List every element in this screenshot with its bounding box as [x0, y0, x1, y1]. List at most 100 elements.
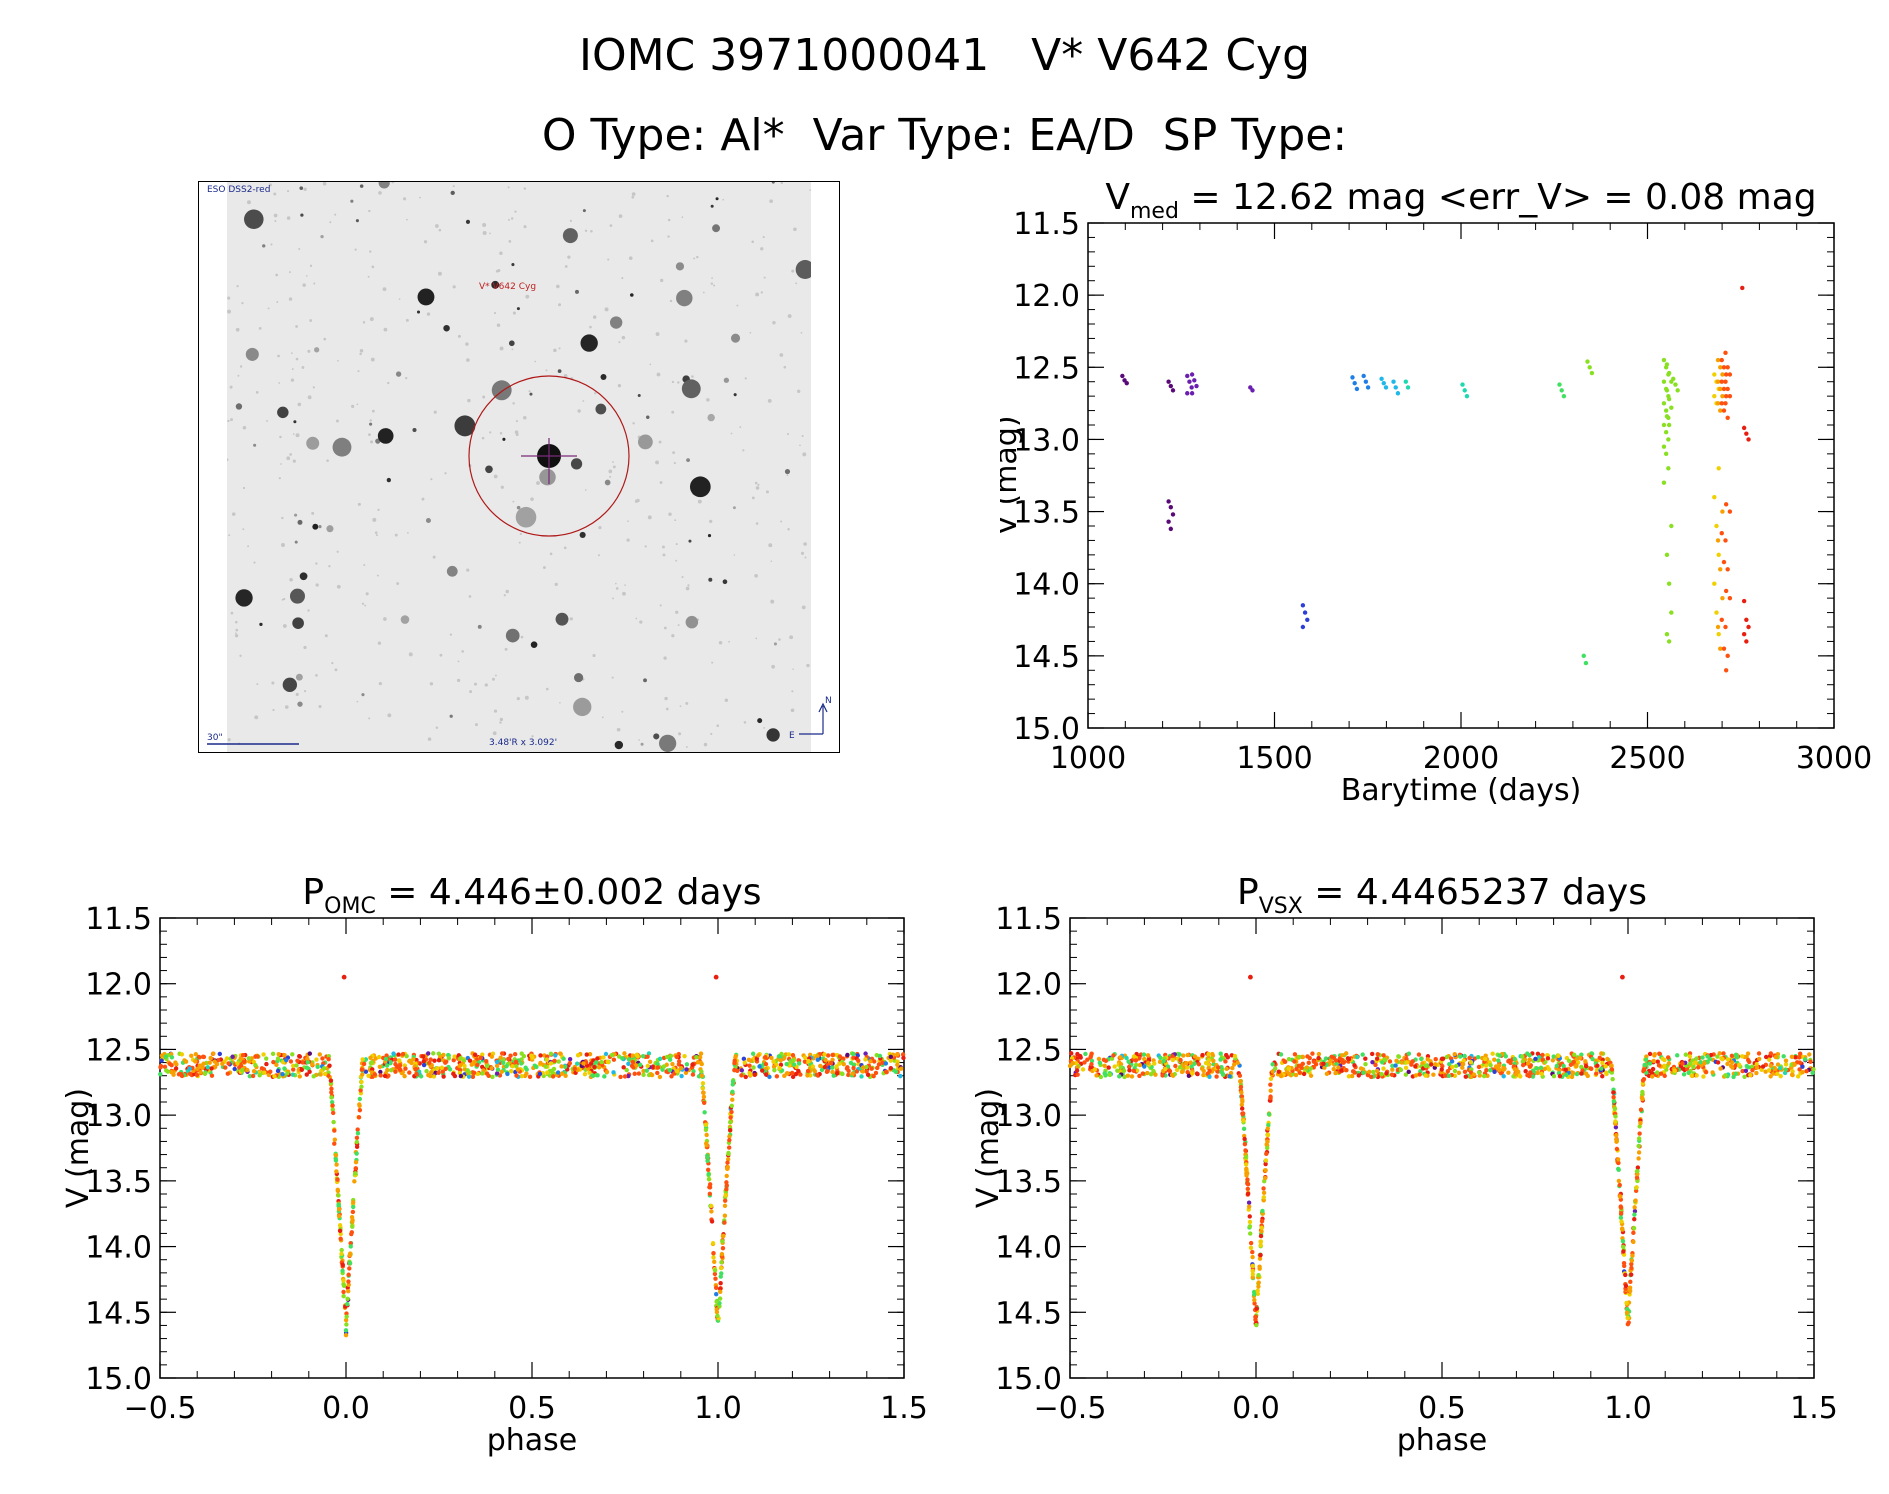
data-point: [863, 1057, 868, 1062]
noise-speck: [456, 678, 461, 683]
data-point: [188, 1071, 193, 1077]
data-point: [1715, 538, 1721, 543]
noise-speck: [433, 410, 437, 414]
data-point: [1731, 1074, 1736, 1080]
noise-speck: [656, 372, 661, 377]
data-point: [1783, 1062, 1789, 1067]
noise-speck: [615, 582, 617, 585]
phase-omc-chart: 11.512.012.513.013.514.014.515.0−0.5 0.0 0…: [61, 872, 928, 1458]
data-point: [1258, 1242, 1263, 1248]
star-mark: [253, 443, 257, 447]
data-point: [1201, 1068, 1206, 1074]
data-point: [1418, 1068, 1423, 1074]
data-point: [1118, 1065, 1124, 1070]
data-point: [1729, 1053, 1735, 1059]
data-point: [337, 1223, 343, 1228]
data-point: [377, 1064, 383, 1069]
data-point: [1145, 1060, 1151, 1066]
data-point: [1782, 1070, 1788, 1076]
data-point: [1740, 285, 1745, 291]
data-point: [1614, 1133, 1619, 1138]
data-point: [1635, 1165, 1641, 1170]
noise-speck: [295, 325, 298, 328]
data-point: [288, 1059, 294, 1064]
data-point: [435, 1066, 440, 1071]
data-point: [1265, 1145, 1270, 1151]
data-point: [1694, 1056, 1699, 1061]
star-mark: [640, 742, 644, 746]
data-point: [533, 1064, 539, 1069]
data-point: [319, 1068, 324, 1074]
data-point: [1618, 1204, 1623, 1209]
data-point: [1633, 1198, 1638, 1203]
data-point: [865, 1072, 871, 1078]
star-mark: [449, 714, 453, 718]
star-mark: [562, 228, 578, 244]
noise-speck: [615, 587, 619, 590]
data-point: [237, 1065, 242, 1070]
data-point: [346, 1282, 351, 1288]
noise-speck: [246, 200, 251, 205]
data-point: [1620, 1244, 1626, 1249]
data-point: [1721, 559, 1727, 565]
data-point: [1137, 1062, 1143, 1068]
noise-speck: [499, 721, 502, 724]
noise-speck: [281, 516, 284, 520]
data-point: [1373, 1062, 1378, 1068]
noise-speck: [284, 705, 289, 709]
data-point: [353, 1166, 358, 1171]
noise-speck: [499, 251, 503, 256]
data-point: [1767, 1057, 1772, 1062]
data-point: [425, 1051, 431, 1056]
data-point: [475, 1062, 480, 1068]
data-point: [1496, 1058, 1501, 1063]
data-point: [397, 1065, 402, 1071]
data-point: [478, 1055, 484, 1061]
noise-speck: [369, 317, 374, 322]
data-point: [1725, 1057, 1731, 1062]
data-point: [1574, 1063, 1579, 1069]
data-point: [1789, 1054, 1795, 1060]
data-point: [1808, 1059, 1813, 1064]
data-point: [1259, 1225, 1264, 1230]
noise-speck: [363, 564, 366, 567]
data-point: [767, 1074, 772, 1080]
data-point: [825, 1069, 830, 1074]
data-point: [1259, 1219, 1265, 1224]
noise-speck: [655, 460, 660, 465]
data-point: [1238, 1084, 1244, 1090]
noise-speck: [801, 605, 806, 610]
noise-speck: [237, 374, 240, 377]
data-point: [1170, 1057, 1176, 1063]
data-point: [1413, 1073, 1419, 1078]
noise-speck: [525, 294, 530, 299]
noise-speck: [515, 419, 518, 423]
data-point: [699, 1061, 704, 1067]
data-point: [1381, 1053, 1386, 1058]
noise-speck: [315, 562, 318, 565]
data-point: [1177, 1065, 1183, 1070]
data-point: [383, 1056, 389, 1062]
data-point: [354, 1139, 360, 1145]
data-point: [1442, 1073, 1448, 1078]
data-point: [1475, 1055, 1481, 1060]
data-point: [509, 1069, 514, 1074]
noise-speck: [797, 389, 801, 393]
star-mark: [730, 333, 741, 343]
data-point: [1741, 632, 1747, 637]
data-point: [674, 1054, 680, 1060]
noise-speck: [329, 221, 332, 224]
noise-speck: [667, 218, 671, 222]
data-point: [330, 1110, 336, 1116]
data-point: [1672, 1068, 1678, 1074]
data-point: [1268, 1082, 1273, 1087]
data-point: [1714, 523, 1719, 529]
noise-speck: [378, 191, 382, 195]
noise-speck: [236, 284, 239, 288]
data-point: [1687, 1061, 1693, 1066]
noise-speck: [713, 284, 716, 287]
data-point: [718, 1265, 724, 1271]
data-point: [1343, 1051, 1349, 1056]
data-point: [1260, 1208, 1265, 1214]
data-point: [898, 1066, 904, 1071]
